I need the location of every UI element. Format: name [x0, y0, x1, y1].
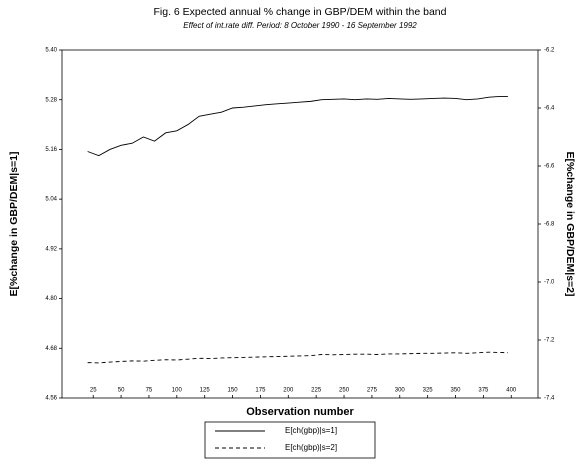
x-tick-label: 75 — [146, 388, 153, 394]
x-tick-label: 125 — [200, 388, 211, 394]
x-tick-label: 200 — [283, 388, 294, 394]
x-tick-label: 50 — [118, 388, 125, 394]
x-tick-label: 325 — [423, 388, 434, 394]
x-tick-label: 300 — [395, 388, 406, 394]
y2-tick-label: -6.8 — [544, 222, 555, 228]
y2-tick-label: -6.2 — [544, 48, 555, 54]
y-tick-label: 5.28 — [45, 97, 57, 103]
x-tick-label: 375 — [478, 388, 489, 394]
y2-tick-label: -6.6 — [544, 164, 555, 170]
x-axis-label: Observation number — [246, 406, 354, 418]
y-tick-label: 4.92 — [45, 246, 57, 252]
x-tick-label: 250 — [339, 388, 350, 394]
y2-tick-label: -6.4 — [544, 106, 555, 112]
y2-axis-label: E[%change in GBP/DEM|s=2] — [564, 151, 576, 296]
chart-subtitle: Effect of int.rate diff. Period: 8 Octob… — [183, 21, 417, 30]
y-tick-label: 4.80 — [45, 296, 57, 302]
x-tick-label: 25 — [90, 388, 97, 394]
x-tick-label: 400 — [506, 388, 517, 394]
x-tick-label: 225 — [311, 388, 322, 394]
y2-tick-label: -7.0 — [544, 280, 555, 286]
x-tick-label: 150 — [228, 388, 239, 394]
legend-label: E[ch(gbp)|s=1] — [285, 426, 337, 435]
x-tick-label: 100 — [172, 388, 183, 394]
chart-title: Fig. 6 Expected annual % change in GBP/D… — [153, 6, 446, 18]
x-tick-label: 275 — [367, 388, 378, 394]
y-axis-label: E[%change in GBP/DEM|s=1] — [8, 151, 20, 296]
x-tick-label: 350 — [451, 388, 462, 394]
y-tick-label: 5.40 — [45, 48, 57, 54]
y-tick-label: 4.56 — [45, 396, 57, 402]
legend-label: E[ch(gbp)|s=2] — [285, 443, 337, 452]
y-tick-label: 5.16 — [45, 147, 57, 153]
y-tick-label: 5.04 — [45, 197, 57, 203]
y2-tick-label: -7.4 — [544, 396, 555, 402]
line-series — [87, 351, 508, 364]
line-series — [87, 95, 508, 157]
y-tick-label: 4.68 — [45, 346, 57, 352]
y2-tick-label: -7.2 — [544, 338, 555, 344]
x-tick-label: 175 — [255, 388, 266, 394]
legend-box — [204, 421, 376, 459]
